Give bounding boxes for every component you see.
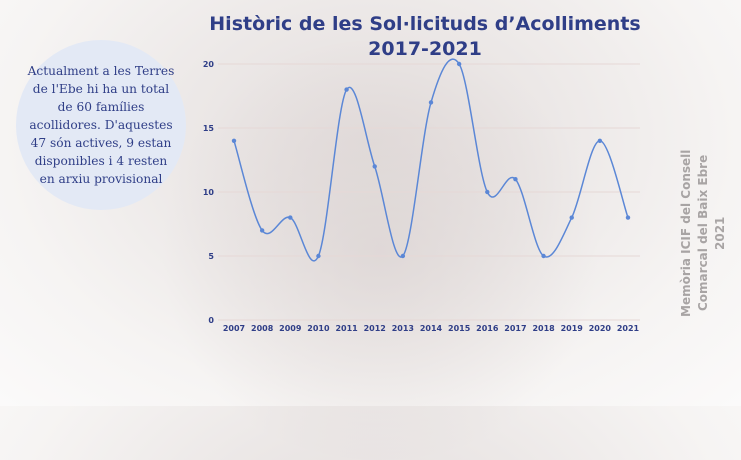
data-point-2018 [541, 253, 546, 259]
x-tick-label-2014: 2014 [420, 324, 443, 333]
y-tick-label-0: 0 [208, 316, 214, 325]
x-tick-label-2009: 2009 [279, 324, 302, 333]
x-tick-label-2019: 2019 [561, 324, 584, 333]
info-bubble-text: Actualment a les Terres de l'Ebe hi ha u… [27, 64, 175, 186]
x-tick-label-2017: 2017 [504, 324, 526, 333]
x-tick-label-2011: 2011 [335, 324, 358, 333]
y-tick-label-5: 5 [208, 252, 214, 261]
y-tick-label-15: 15 [203, 124, 215, 133]
data-point-2015 [456, 61, 462, 67]
data-point-2021 [625, 215, 631, 220]
data-point-2017 [513, 177, 518, 182]
data-point-2014 [428, 100, 434, 105]
data-point-2009 [288, 215, 293, 220]
x-tick-label-2016: 2016 [476, 324, 499, 333]
data-point-2007 [231, 138, 237, 143]
series-line [233, 58, 629, 262]
x-tick-label-2015: 2015 [448, 324, 471, 333]
data-point-2012 [372, 164, 377, 169]
data-point-2016 [485, 189, 490, 195]
chart-title: Històric de les Sol·licituds d’Acollimen… [195, 12, 655, 62]
chart-title-line1: Històric de les Sol·licituds d’Acollimen… [209, 13, 641, 35]
x-tick-label-2012: 2012 [364, 324, 386, 333]
y-tick-label-10: 10 [203, 188, 215, 197]
data-point-2010 [316, 253, 321, 259]
data-point-2019 [569, 215, 574, 220]
data-point-2011 [344, 87, 349, 92]
data-point-2020 [597, 138, 603, 143]
data-point-2008 [259, 228, 265, 233]
data-point-2013 [400, 253, 406, 259]
info-bubble: Actualment a les Terres de l'Ebe hi ha u… [16, 40, 186, 210]
x-tick-label-2013: 2013 [392, 324, 414, 333]
x-tick-label-2010: 2010 [307, 324, 330, 333]
x-tick-label-2021: 2021 [617, 324, 640, 333]
x-tick-label-2018: 2018 [532, 324, 555, 333]
x-tick-label-2007: 2007 [223, 324, 245, 333]
chart-title-line2: 2017-2021 [368, 38, 482, 60]
x-tick-label-2008: 2008 [251, 324, 274, 333]
x-tick-label-2020: 2020 [589, 324, 612, 333]
y-tick-label-20: 20 [203, 60, 215, 69]
line-chart: 0 5 10 15 20 2007 2008 2009 2010 2011 2012 2013 2014… [203, 58, 640, 333]
